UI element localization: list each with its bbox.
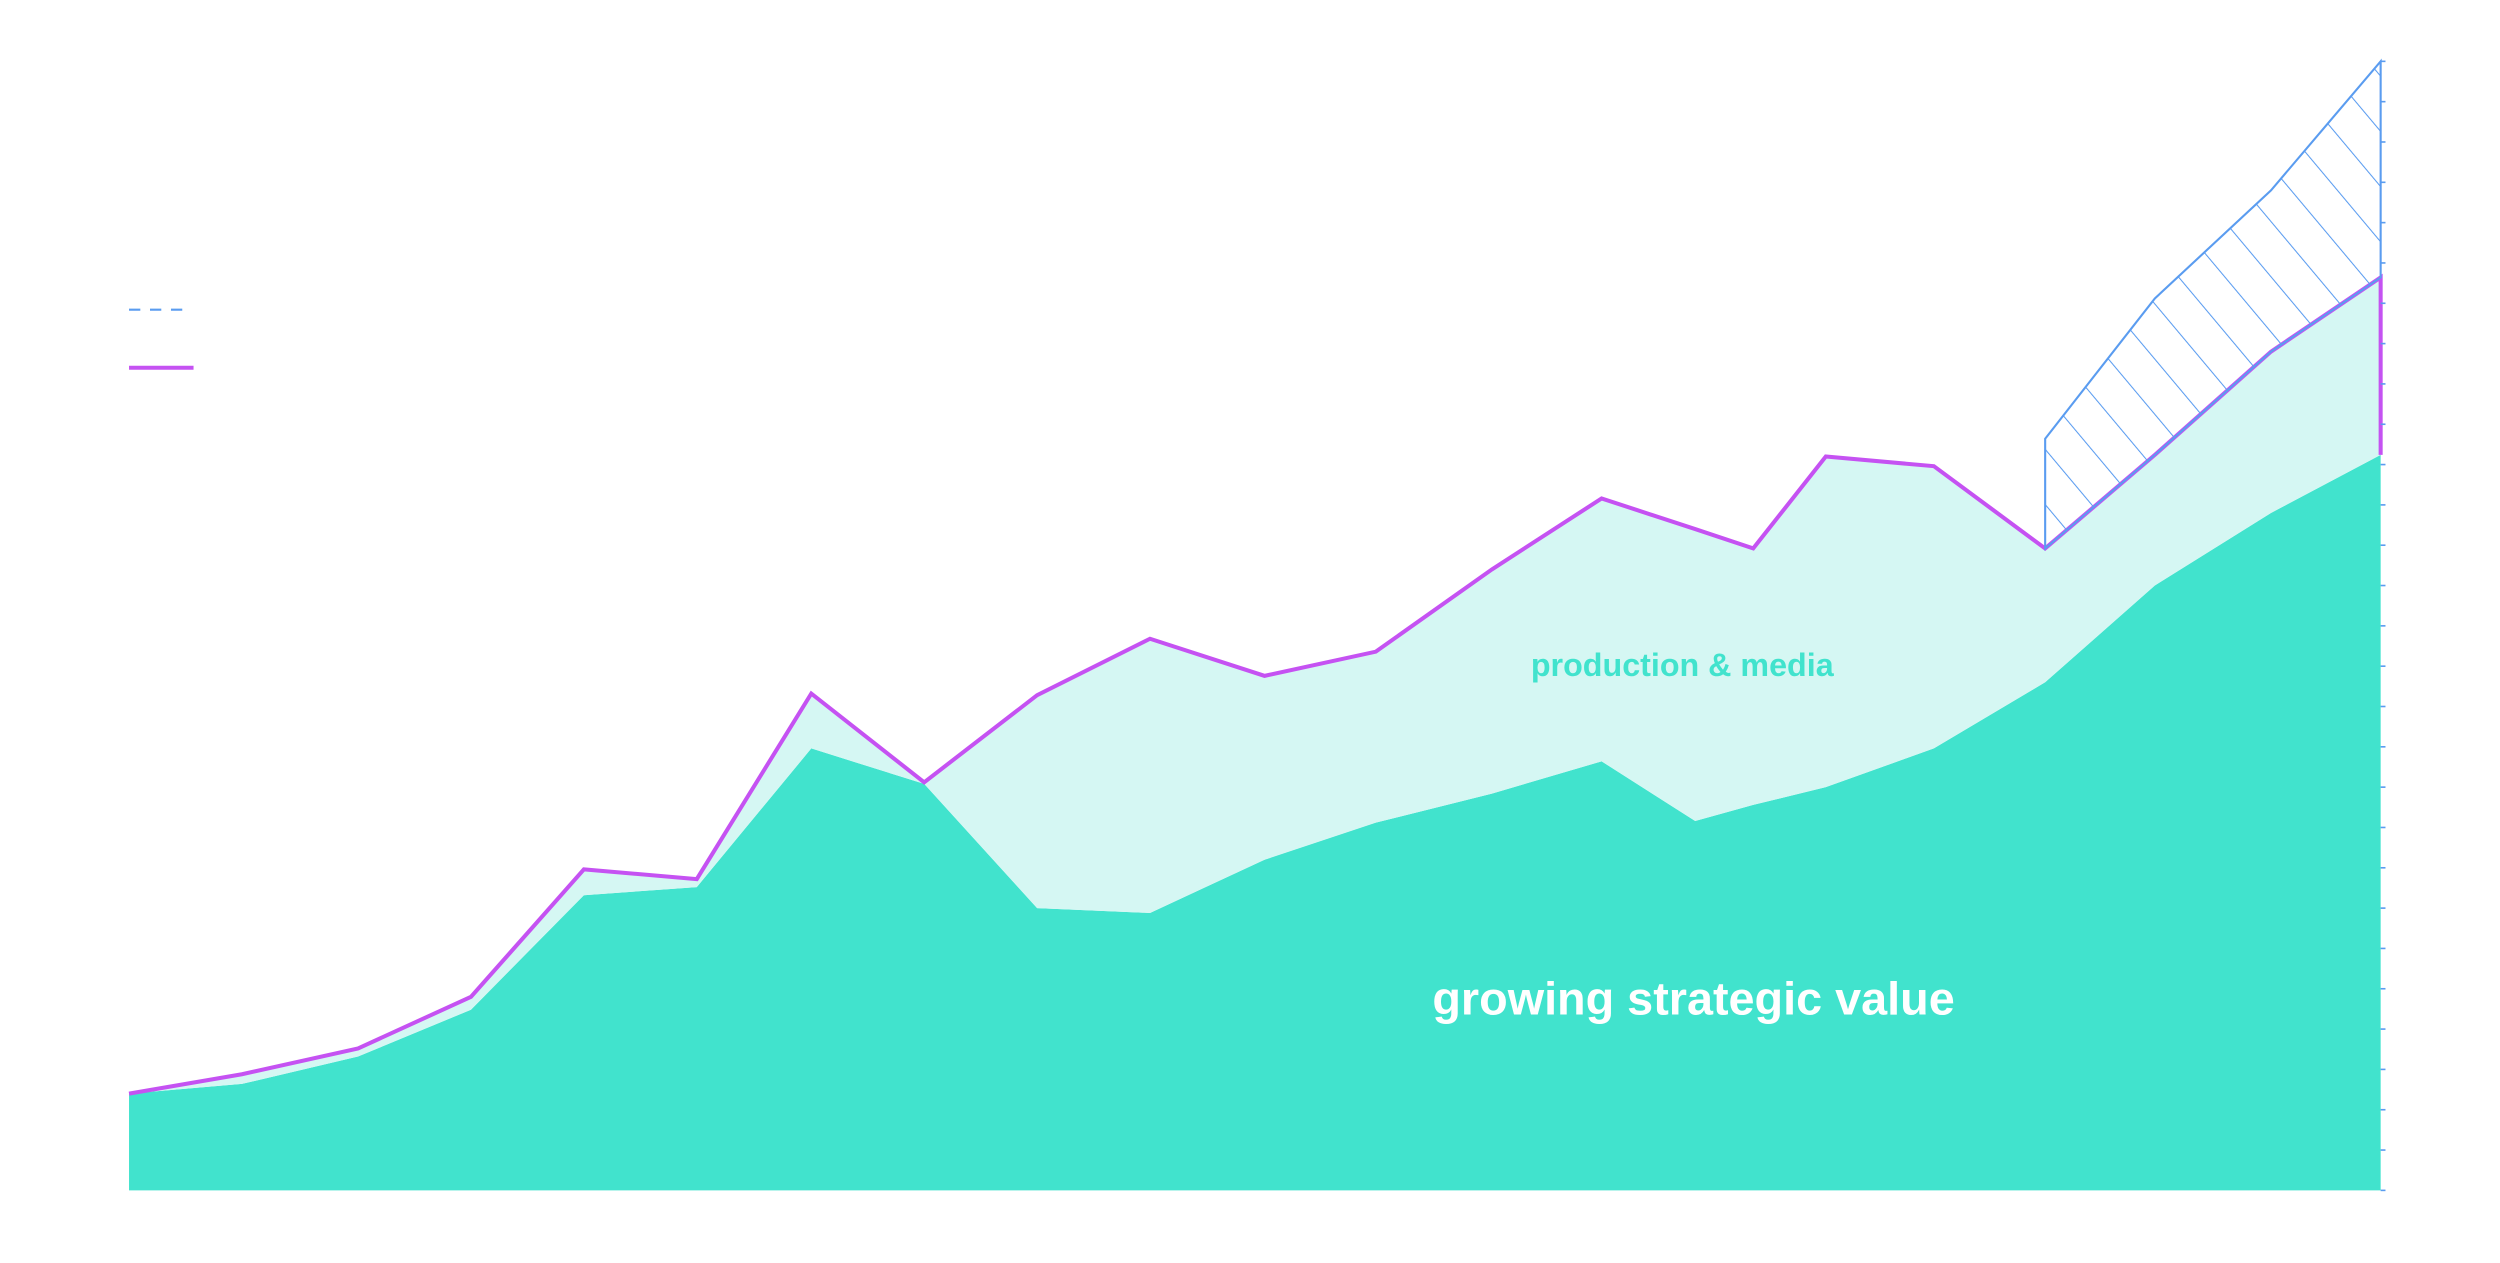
plot-area: [128, 58, 2386, 1192]
area-label: growing strategic value: [1432, 973, 1954, 1025]
area: [2044, 58, 2382, 551]
area: [129, 277, 2381, 1094]
area-label: production & media: [1531, 647, 1835, 683]
area: [129, 454, 2381, 1191]
